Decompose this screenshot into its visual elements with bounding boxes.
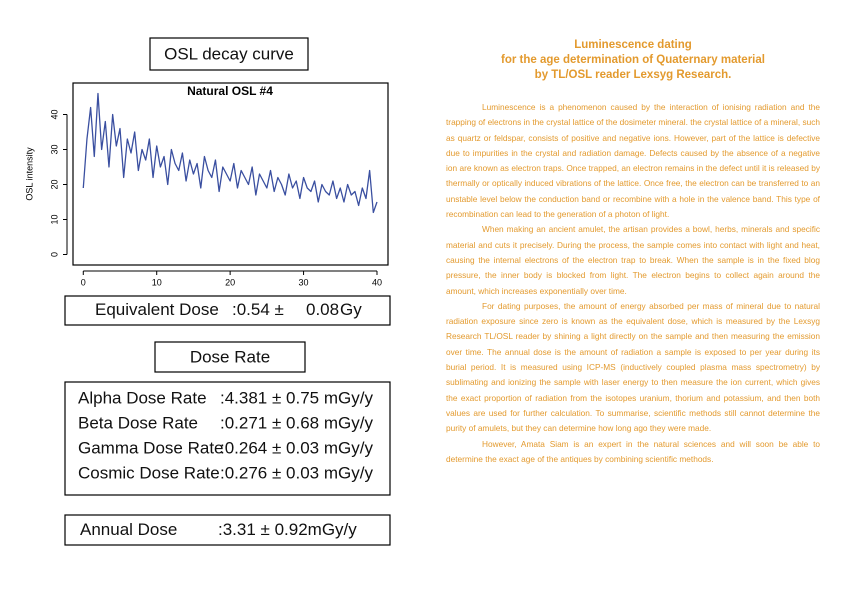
plot-box [72, 82, 389, 266]
equivalent-dose: Equivalent Dose :0.54 ± 0.08 Gy [95, 300, 362, 319]
paragraph: When making an ancient amulet, the artis… [446, 224, 820, 296]
body: Luminescence is a phenomenon caused by t… [446, 100, 820, 467]
equivalent-dose-box [64, 295, 391, 326]
y-axis-label: OSL intensity [24, 147, 34, 201]
text-column: Luminescence dating for the age determina… [446, 38, 820, 467]
x-tick-label: 40 [372, 277, 382, 287]
rate-value: :4.381 ± 0.75 mGy/y [220, 388, 373, 407]
rate-label: Beta Dose Rate [78, 413, 198, 432]
paragraph: However, Amata Siam is an expert in the … [446, 438, 820, 464]
x-tick-label: 30 [299, 277, 309, 287]
unit: Gy [340, 300, 362, 319]
dose-rates-box [64, 381, 391, 496]
x-tick-label: 0 [81, 277, 86, 287]
heading-line: by TL/OSL reader Lexsyg Research. [534, 69, 732, 81]
label: Equivalent Dose [95, 300, 219, 319]
chart-title: Natural OSL #4 [187, 84, 273, 98]
rate-label: Alpha Dose Rate [78, 388, 207, 407]
curve-title: OSL decay curve [164, 44, 294, 63]
error: 0.08 [306, 300, 339, 319]
rate-value: :0.264 ± 0.03 mGy/y [220, 438, 373, 457]
x-tick-label: 20 [225, 277, 235, 287]
heading-line: Luminescence dating [574, 39, 692, 51]
dose-rate-box [154, 341, 306, 373]
annual-dose: Annual Dose :3.31 ± 0.92mGy/y [80, 520, 357, 539]
heading-line: for the age determination of Quaternary … [501, 54, 765, 66]
dose-rate-title: Dose Rate [190, 347, 270, 366]
y-tick-label: 40 [49, 109, 59, 119]
label: Annual Dose [80, 520, 177, 539]
rate-value: :0.276 ± 0.03 mGy/y [220, 463, 373, 482]
left-panel: OSL decay curve Natural OSL #4 OSL inten… [24, 37, 391, 546]
paragraph: For dating purposes, the amount of energ… [446, 300, 820, 434]
y-tick-label: 0 [49, 252, 59, 257]
annual-dose-box [64, 514, 391, 546]
title-box [149, 37, 309, 71]
rate-label: Cosmic Dose Rate [78, 463, 220, 482]
y-tick-label: 30 [49, 144, 59, 154]
paragraph: Luminescence is a phenomenon caused by t… [446, 102, 820, 220]
x-tick-label: 10 [152, 277, 162, 287]
rate-label: Gamma Dose Rate [78, 438, 224, 457]
value: :3.31 ± 0.92mGy/y [218, 520, 357, 539]
y-tick-label: 20 [49, 179, 59, 189]
osl-curve [82, 92, 378, 214]
y-tick-label: 10 [49, 214, 59, 224]
heading: Luminescence dating for the age determina… [446, 38, 820, 83]
rate-value: :0.271 ± 0.68 mGy/y [220, 413, 373, 432]
dose-rates: Alpha Dose Rate :4.381 ± 0.75 mGy/y Beta D… [78, 388, 373, 482]
value: :0.54 ± [232, 300, 289, 319]
